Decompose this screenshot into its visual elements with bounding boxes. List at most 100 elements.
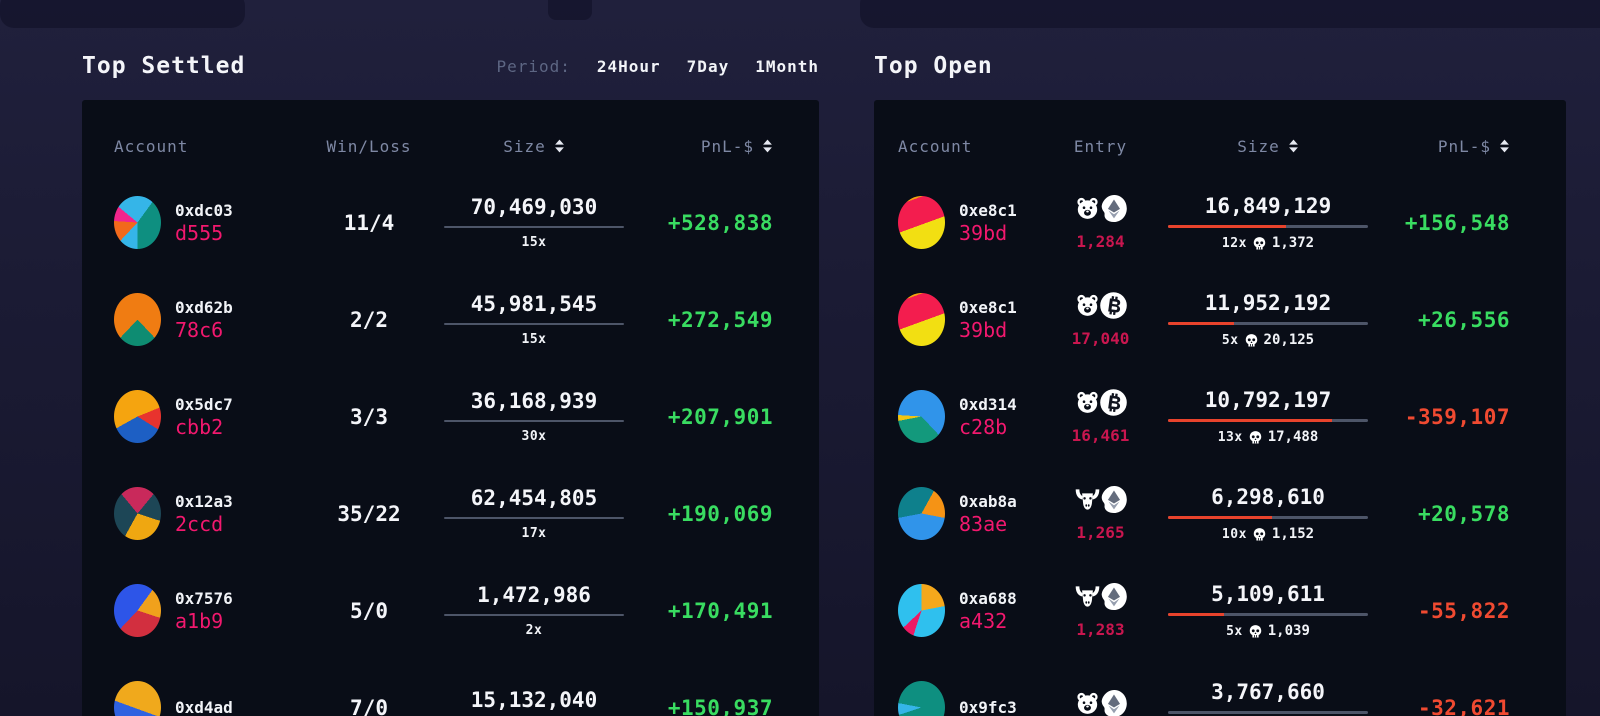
account-cell[interactable]: 0xab8a 83ae <box>898 487 1048 540</box>
account-suffix: 78c6 <box>175 317 224 342</box>
table-row[interactable]: 0x9fc3 3,767,660 -32,621 <box>898 659 1510 716</box>
column-header-account: Account <box>898 136 973 156</box>
entry-price: 1,283 <box>1076 620 1125 639</box>
account-suffix: 39bd <box>959 220 1008 245</box>
btc-coin-icon <box>1099 291 1128 320</box>
top-settled-section: Top Settled Period: 24Hour 7Day 1Month A… <box>82 46 819 716</box>
column-header-size[interactable]: Size <box>1153 137 1383 156</box>
table-row[interactable]: 0xa688 a432 1,283 5,109,611 5x 1,039 -55… <box>898 562 1510 659</box>
account-cell[interactable]: 0x9fc3 <box>898 681 1048 716</box>
pnl-value: +20,578 <box>1417 501 1510 526</box>
period-option-7day[interactable]: 7Day <box>686 56 730 76</box>
account-address: 0xd4ad <box>175 697 233 716</box>
winloss-value: 5/0 <box>350 598 388 623</box>
bear-icon <box>1074 195 1101 222</box>
account-cell[interactable]: 0x12a3 2ccd <box>114 487 304 540</box>
entry-price: 17,040 <box>1071 329 1130 348</box>
liquidation-bar <box>1168 225 1368 228</box>
pnl-value: -359,107 <box>1404 404 1510 429</box>
btc-coin-icon <box>1099 388 1128 417</box>
bear-icon <box>1074 292 1101 319</box>
account-cell[interactable]: 0xe8c1 39bd <box>898 293 1048 346</box>
leverage-value: 15x <box>521 332 547 347</box>
pnl-value: -32,621 <box>1417 695 1510 716</box>
account-cell[interactable]: 0xdc03 d555 <box>114 196 304 249</box>
column-header-account: Account <box>114 136 189 156</box>
bull-icon <box>1074 486 1101 513</box>
leverage-value: 13x <box>1217 429 1243 445</box>
account-cell[interactable]: 0xa688 a432 <box>898 584 1048 637</box>
account-cell[interactable]: 0xd314 c28b <box>898 390 1048 443</box>
leverage-value: 12x <box>1221 235 1247 251</box>
avatar <box>898 196 945 249</box>
liquidation-bar <box>1168 613 1368 616</box>
account-cell[interactable]: 0x5dc7 cbb2 <box>114 390 304 443</box>
liquidation-bar-fill <box>1168 322 1234 325</box>
entry-price: 1,284 <box>1076 232 1125 251</box>
period-option-1month[interactable]: 1Month <box>755 56 819 76</box>
bear-icon <box>1074 389 1101 416</box>
table-row[interactable]: 0xd314 c28b 16,461 10,792,197 13x 17,488… <box>898 368 1510 465</box>
page-title-top-open: Top Open <box>874 53 993 79</box>
liquidation-bar <box>1168 516 1368 519</box>
period-option-24hour[interactable]: 24Hour <box>596 56 661 76</box>
size-cell: 10,792,197 13x 17,488 <box>1153 388 1383 445</box>
column-header-pnl[interactable]: PnL-$ <box>1383 137 1510 156</box>
account-cell[interactable]: 0xe8c1 39bd <box>898 196 1048 249</box>
table-row[interactable]: 0xdc03 d555 11/4 70,469,030 15x +528,838 <box>114 174 773 271</box>
account-suffix: cbb2 <box>175 414 224 439</box>
avatar <box>114 681 161 716</box>
top-ghost-shape <box>0 0 245 28</box>
avatar <box>114 584 161 637</box>
winloss-value: 2/2 <box>350 307 388 332</box>
skull-icon <box>1252 527 1267 542</box>
sort-icon <box>763 139 772 153</box>
column-header-size[interactable]: Size <box>434 137 634 156</box>
leverage-value: 17x <box>521 526 547 541</box>
table-row[interactable]: 0xd4ad 7/0 15,132,040 +150,937 <box>114 659 773 716</box>
account-cell[interactable]: 0xd4ad <box>114 681 304 716</box>
size-underline <box>444 420 624 422</box>
size-value: 6,298,610 <box>1211 485 1325 509</box>
account-address: 0x7576 <box>175 588 233 608</box>
size-value: 5,109,611 <box>1211 582 1325 606</box>
table-row[interactable]: 0x12a3 2ccd 35/22 62,454,805 17x +190,06… <box>114 465 773 562</box>
account-address: 0x9fc3 <box>959 697 1017 716</box>
leverage-value: 15x <box>521 235 547 250</box>
size-value: 16,849,129 <box>1204 194 1332 218</box>
eth-coin-icon <box>1099 194 1128 223</box>
winloss-value: 3/3 <box>350 404 388 429</box>
avatar <box>114 487 161 540</box>
avatar <box>898 390 945 443</box>
account-cell[interactable]: 0x7576 a1b9 <box>114 584 304 637</box>
top-open-section: Top Open Account Entry Size PnL-$ 0xe8c1… <box>874 46 1566 716</box>
bull-icon <box>1074 583 1101 610</box>
account-cell[interactable]: 0xd62b 78c6 <box>114 293 304 346</box>
entry-cell: 1,283 <box>1048 582 1153 639</box>
liquidation-bar <box>1168 710 1368 714</box>
entry-cell: 17,040 <box>1048 291 1153 348</box>
avatar <box>898 487 945 540</box>
skull-icon <box>1248 430 1263 445</box>
size-value: 15,132,040 <box>470 687 598 712</box>
size-cell: 16,849,129 12x 1,372 <box>1153 194 1383 251</box>
table-row[interactable]: 0xd62b 78c6 2/2 45,981,545 15x +272,549 <box>114 271 773 368</box>
skull-icon <box>1248 624 1263 639</box>
size-cell: 6,298,610 10x 1,152 <box>1153 485 1383 542</box>
table-row[interactable]: 0xe8c1 39bd 1,284 16,849,129 12x 1,372 +… <box>898 174 1510 271</box>
size-cell: 11,952,192 5x 20,125 <box>1153 291 1383 348</box>
account-address: 0xe8c1 <box>959 297 1017 317</box>
column-header-winloss: Win/Loss <box>326 136 412 156</box>
liquidation-price: 1,152 <box>1271 526 1315 542</box>
table-row[interactable]: 0x7576 a1b9 5/0 1,472,986 2x +170,491 <box>114 562 773 659</box>
column-header-pnl[interactable]: PnL-$ <box>634 137 773 156</box>
top-settled-table: Account Win/Loss Size PnL-$ 0xdc03 d555 … <box>82 100 819 716</box>
table-row[interactable]: 0x5dc7 cbb2 3/3 36,168,939 30x +207,901 <box>114 368 773 465</box>
liquidation-price: 17,488 <box>1267 429 1319 445</box>
sort-icon <box>554 139 564 153</box>
table-row[interactable]: 0xab8a 83ae 1,265 6,298,610 10x 1,152 +2… <box>898 465 1510 562</box>
account-address: 0x5dc7 <box>175 394 233 414</box>
sort-icon <box>1500 139 1509 153</box>
size-value: 62,454,805 <box>470 486 598 510</box>
table-row[interactable]: 0xe8c1 39bd 17,040 11,952,192 5x 20,125 … <box>898 271 1510 368</box>
